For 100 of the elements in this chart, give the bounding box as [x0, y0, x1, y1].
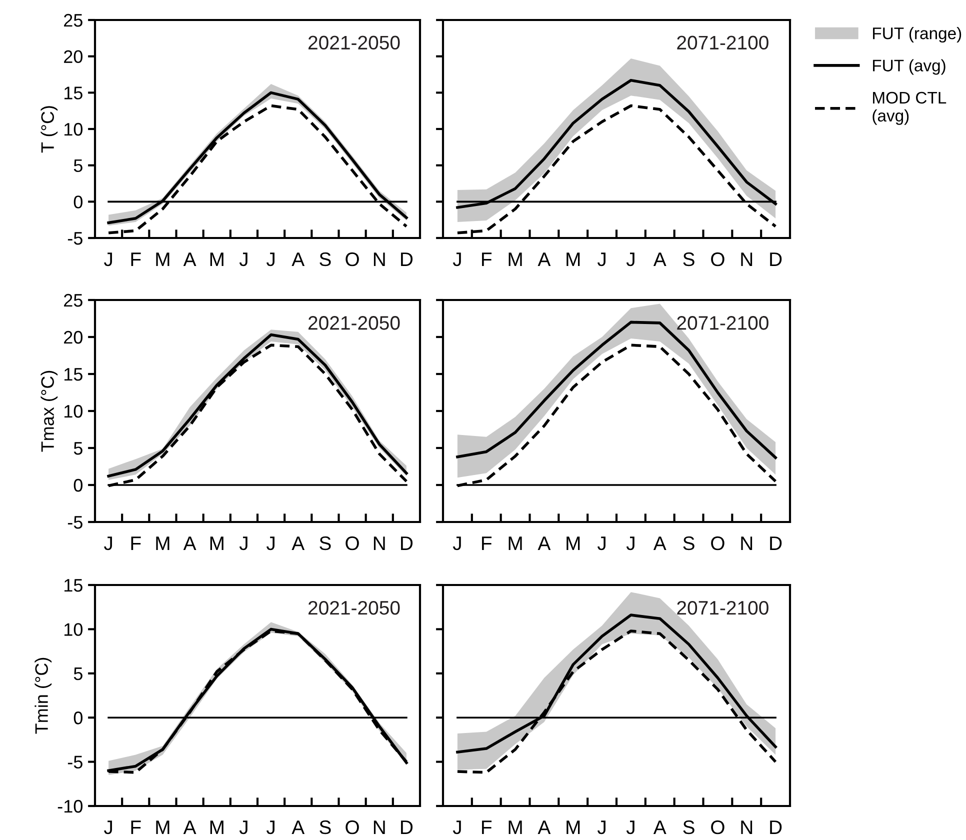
- y-tick-label: 10: [64, 404, 82, 418]
- x-tick-label: F: [131, 536, 141, 550]
- x-tick-label: N: [741, 252, 752, 266]
- x-tick-label: S: [320, 536, 331, 550]
- x-tick-label: N: [741, 536, 752, 550]
- x-tick-label: N: [374, 252, 385, 266]
- y-tick-label: 0: [74, 712, 82, 724]
- y-tick-label: 10: [64, 623, 82, 636]
- y-axis-title: T (°C): [40, 106, 58, 153]
- x-tick-label: M: [566, 252, 580, 266]
- y-tick-label: 25: [64, 294, 82, 307]
- y-tick-label: 15: [64, 579, 82, 592]
- x-tick-label: O: [346, 536, 359, 550]
- x-tick-label: J: [626, 820, 634, 834]
- x-tick-label: M: [210, 820, 224, 834]
- x-tick-label: D: [401, 536, 413, 550]
- x-tick-label: O: [711, 820, 724, 834]
- x-tick-label: A: [538, 252, 551, 266]
- x-tick-label: M: [210, 536, 224, 550]
- annotation: 2071-2100: [677, 316, 768, 330]
- annotation: 2071-2100: [677, 36, 768, 50]
- x-tick-label: J: [239, 536, 248, 550]
- legend-label: FUT (avg): [873, 59, 946, 75]
- x-tick-label: S: [320, 820, 331, 834]
- x-tick-label: J: [266, 536, 274, 550]
- x-tick-label: M: [566, 536, 580, 550]
- y-tick-label: 10: [64, 122, 82, 136]
- legend-label: MOD CTL (avg): [872, 92, 946, 125]
- x-tick-label: N: [374, 820, 385, 834]
- x-tick-label: N: [741, 820, 752, 834]
- x-tick-label: D: [770, 536, 782, 550]
- x-tick-label: J: [266, 252, 274, 266]
- x-tick-label: A: [653, 536, 666, 550]
- x-tick-label: J: [266, 820, 274, 834]
- annotation: 2021-2050: [308, 316, 400, 330]
- y-tick-label: 5: [74, 668, 82, 680]
- x-tick-label: J: [452, 536, 461, 550]
- x-tick-label: M: [156, 536, 170, 550]
- x-tick-label: F: [131, 252, 141, 266]
- x-tick-label: J: [626, 252, 634, 266]
- x-tick-label: A: [183, 536, 196, 550]
- x-tick-label: F: [482, 252, 492, 266]
- x-tick-label: M: [156, 252, 170, 266]
- x-tick-label: J: [104, 820, 112, 834]
- x-tick-label: M: [156, 820, 170, 834]
- x-tick-label: A: [653, 820, 666, 834]
- y-tick-label: 5: [74, 159, 82, 172]
- x-tick-label: M: [508, 820, 522, 834]
- x-tick-label: S: [320, 252, 331, 266]
- x-tick-label: D: [770, 820, 782, 834]
- x-tick-label: D: [401, 252, 413, 266]
- x-tick-label: A: [538, 820, 551, 834]
- x-tick-label: S: [683, 252, 694, 266]
- legend-label: FUT (range): [873, 27, 962, 43]
- x-tick-label: D: [401, 820, 413, 834]
- x-tick-label: A: [183, 820, 196, 834]
- x-tick-label: F: [482, 820, 492, 834]
- x-tick-label: N: [374, 536, 385, 550]
- y-tick-label: -5: [68, 232, 82, 245]
- x-tick-label: A: [292, 252, 305, 266]
- x-tick-label: O: [711, 536, 724, 550]
- x-tick-label: J: [597, 820, 606, 834]
- annotation: 2021-2050: [308, 600, 400, 615]
- y-tick-label: 15: [64, 86, 82, 100]
- x-tick-label: F: [131, 820, 141, 834]
- x-tick-label: J: [104, 536, 112, 550]
- y-tick-label: 20: [64, 330, 82, 344]
- x-tick-label: M: [566, 820, 580, 834]
- x-tick-label: J: [239, 820, 248, 834]
- x-tick-label: O: [346, 252, 359, 266]
- x-tick-label: S: [683, 820, 694, 834]
- x-tick-label: M: [508, 252, 522, 266]
- y-tick-label: 0: [74, 478, 82, 492]
- x-tick-label: O: [711, 252, 724, 266]
- y-tick-label: 5: [74, 442, 82, 455]
- x-tick-label: J: [239, 252, 248, 266]
- x-tick-label: J: [104, 252, 112, 266]
- x-tick-label: D: [770, 252, 782, 266]
- x-tick-label: M: [508, 536, 522, 550]
- x-tick-label: J: [597, 536, 606, 550]
- x-tick-label: J: [452, 820, 461, 834]
- y-tick-label: 25: [64, 14, 82, 27]
- x-tick-label: F: [482, 536, 492, 550]
- x-tick-label: A: [292, 536, 305, 550]
- annotation: 2021-2050: [308, 36, 400, 50]
- y-tick-label: 15: [64, 368, 82, 381]
- y-tick-label: -5: [68, 516, 82, 529]
- y-axis-title: Tmax (°C): [40, 370, 58, 452]
- y-tick-label: -5: [68, 756, 82, 769]
- annotation: 2071-2100: [677, 600, 768, 615]
- y-tick-label: 0: [74, 196, 82, 208]
- x-tick-label: M: [210, 252, 224, 266]
- y-axis-title: Tmin (°C): [34, 658, 52, 734]
- y-tick-label: -10: [58, 800, 82, 813]
- x-tick-label: A: [292, 820, 305, 834]
- x-tick-label: J: [597, 252, 606, 266]
- x-tick-label: A: [183, 252, 196, 266]
- x-tick-label: J: [626, 536, 634, 550]
- x-tick-label: O: [346, 820, 359, 834]
- x-tick-label: A: [653, 252, 666, 266]
